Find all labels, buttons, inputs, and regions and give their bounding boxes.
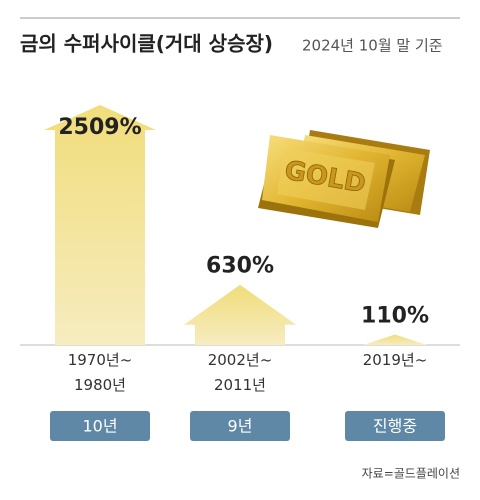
value-label: 630% — [206, 254, 274, 279]
arrow-bar — [184, 284, 296, 345]
duration-label: 10년 — [82, 417, 117, 436]
period-label: 2002년~ 2011년 — [207, 351, 273, 394]
duration-pill — [190, 411, 290, 441]
duration-pill — [345, 411, 445, 441]
duration-pill — [50, 411, 150, 441]
value-label: 2509% — [58, 115, 141, 140]
chart-subtitle: 2024년 10월 말 기준 — [302, 37, 443, 55]
duration-label: 9년 — [228, 417, 253, 436]
source: 자료=골드플레이션 — [362, 467, 460, 481]
value-label: 110% — [361, 303, 429, 328]
duration-label: 진행중 — [373, 417, 417, 436]
gold-illustration: GOLD — [258, 130, 430, 228]
period-label: 1970년~ 1980년 — [67, 351, 133, 394]
chart-title: 금의 수퍼사이클(거대 상승장) — [20, 32, 273, 56]
arrow-bar — [44, 105, 156, 345]
period-label: 2019년~ — [362, 351, 428, 369]
arrow-bar — [363, 334, 427, 345]
